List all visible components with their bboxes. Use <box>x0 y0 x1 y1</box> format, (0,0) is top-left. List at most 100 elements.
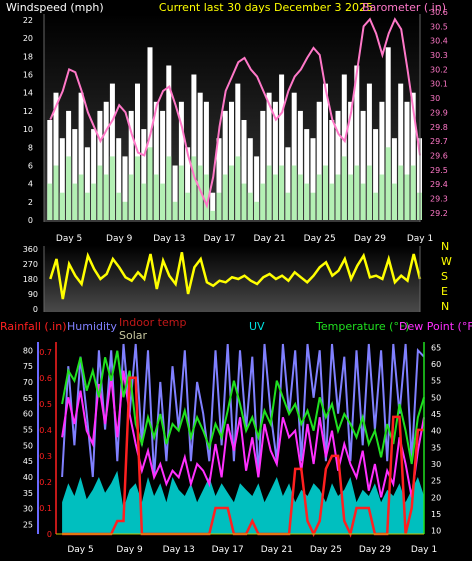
gust-bar <box>348 101 354 220</box>
avg-wind-bar <box>323 165 328 220</box>
gust-bar <box>335 110 341 220</box>
humidity-tick-label: 60 <box>23 410 33 419</box>
gust-bar <box>141 129 147 220</box>
wind-tick-label: 4 <box>28 180 33 189</box>
barometer-tick-label: 29.5 <box>430 166 448 175</box>
compass-label: N <box>441 300 449 313</box>
temperature-tick-label: 20 <box>431 493 441 502</box>
avg-wind-bar <box>178 165 184 220</box>
gust-bar <box>160 110 166 220</box>
avg-wind-bar <box>216 192 222 220</box>
wind-x-tick-label: Day 1 <box>407 234 433 244</box>
gust-bar <box>310 138 316 220</box>
direction-tick-label: 180 <box>23 275 38 284</box>
avg-wind-bar <box>335 174 341 220</box>
rainfall-tick-label: 0.6 <box>39 374 52 383</box>
wind-tick-label: 12 <box>23 107 33 116</box>
gust-bar <box>266 92 272 220</box>
wind-tick-label: 6 <box>28 162 33 171</box>
gust-bar <box>197 92 203 220</box>
rainfall-tick-label: 0.3 <box>39 452 52 461</box>
rainfall-tick-label: 0.2 <box>39 478 52 487</box>
dew-point-line <box>61 370 425 498</box>
barometer-tick-label: 29.9 <box>430 108 448 117</box>
gust-bar <box>323 83 328 220</box>
avg-wind-bar <box>97 165 103 220</box>
wind-tick-label: 22 <box>23 16 33 25</box>
uv-area <box>62 470 424 534</box>
avg-wind-bar <box>197 165 203 220</box>
wind-tick-label: 18 <box>23 52 33 61</box>
barometer-ticks: 29.2 29.3 29.4 29.5 29.6 29.7 29.8 29.9 30 30.1 30… <box>430 8 448 218</box>
gust-bar <box>216 138 222 220</box>
gust-bar <box>285 147 291 220</box>
humidity-tick-label: 65 <box>23 394 33 403</box>
gust-bar <box>191 74 197 220</box>
rainfall-label: Rainfall (.in) <box>0 320 67 333</box>
wind-direction-line <box>49 251 422 300</box>
avg-wind-bar <box>229 165 234 220</box>
gust-bar <box>166 65 172 220</box>
gust-bar <box>329 120 335 220</box>
temperature-ticks: 10 15 20 25 30 35 40 45 50 55 60 65 <box>431 343 441 535</box>
humidity-tick-label: 30 <box>23 505 33 514</box>
barometer-tick-label: 29.4 <box>430 180 448 189</box>
temperature-x-tick-label: Day 5 <box>67 545 93 555</box>
temperature-x-tick-label: Day 13 <box>163 545 195 555</box>
wind-tick-label: 0 <box>28 216 33 225</box>
avg-wind-bar <box>91 183 97 220</box>
gust-bar <box>254 156 260 220</box>
temperature-label: Temperature (°F) <box>315 320 410 333</box>
barometer-tick-label: 30.5 <box>430 22 448 31</box>
barometer-tick-label: 29.3 <box>430 195 448 204</box>
temperature-tick-label: 25 <box>431 477 441 486</box>
avg-wind-bar <box>247 192 253 220</box>
temperature-x-tick-label: Day 17 <box>212 545 244 555</box>
compass-label: S <box>441 270 448 283</box>
uv-label: UV <box>249 320 265 333</box>
wind-x-ticks: Day 5 Day 9 Day 13 Day 17 Day 21 Day 25 Day 29… <box>56 234 433 244</box>
avg-wind-bar <box>316 174 322 220</box>
wind-x-tick-label: Day 21 <box>254 234 286 244</box>
gust-bar <box>103 101 109 220</box>
gust-bar <box>47 120 53 220</box>
direction-panel-background <box>44 246 420 312</box>
avg-wind-bar <box>304 183 310 220</box>
gust-bar <box>97 110 103 220</box>
gust-bar <box>128 110 134 220</box>
gust-bar <box>122 156 128 220</box>
gust-bar <box>210 192 216 220</box>
avg-wind-bar <box>53 165 59 220</box>
humidity-tick-label: 75 <box>23 362 33 371</box>
barometer-tick-label: 30 <box>430 94 440 103</box>
avg-wind-bar <box>141 183 147 220</box>
avg-wind-bar <box>341 156 347 220</box>
avg-wind-bar <box>404 174 410 220</box>
gust-bar <box>185 147 191 220</box>
gust-bar <box>391 138 397 220</box>
temperature-tick-label: 65 <box>431 343 441 352</box>
gust-bar <box>385 47 391 220</box>
gust-bar <box>178 101 184 220</box>
gust-bar <box>304 129 310 220</box>
avg-wind-bar <box>272 174 278 220</box>
gust-bar <box>360 110 366 220</box>
temperature-x-tick-label: Day 21 <box>261 545 293 555</box>
avg-wind-bar <box>122 201 128 220</box>
wind-tick-label: 2 <box>28 198 33 207</box>
solar-label: Solar <box>119 329 148 342</box>
barometer-tick-label: 29.2 <box>430 209 448 218</box>
avg-wind-bar <box>391 183 397 220</box>
barometer-tick-label: 29.8 <box>430 123 448 132</box>
gust-bar <box>53 92 59 220</box>
temperature-tick-label: 15 <box>431 510 441 519</box>
barometer-tick-label: 29.6 <box>430 151 448 160</box>
avg-wind-bar <box>166 156 172 220</box>
avg-wind-bar <box>116 192 122 220</box>
avg-wind-bar <box>147 147 153 220</box>
gust-bar <box>279 74 285 220</box>
avg-wind-bar <box>385 147 391 220</box>
temperature-x-ticks: Day 5 Day 9 Day 13 Day 17 Day 21 Day 25 Day 29… <box>67 545 437 555</box>
